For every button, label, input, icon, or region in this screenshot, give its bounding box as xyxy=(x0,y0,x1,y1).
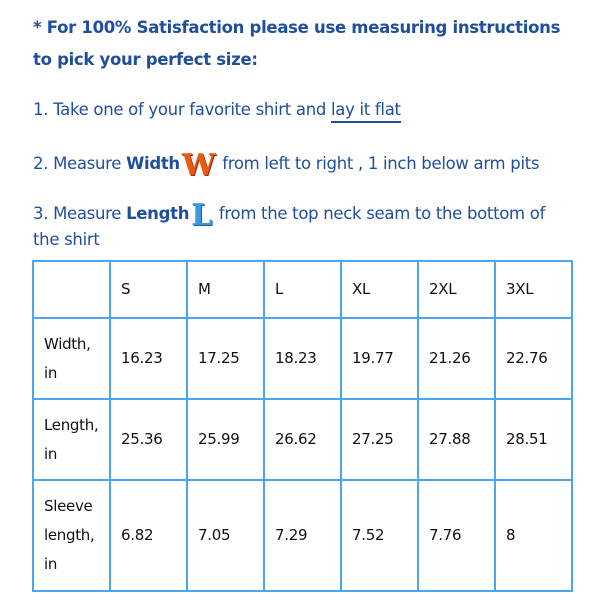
header-cell: XL xyxy=(340,260,419,319)
header-cell: 3XL xyxy=(494,260,573,319)
width-letter-icon: W xyxy=(181,148,216,183)
step-2-suffix: from left to right , 1 inch below arm pi… xyxy=(217,154,540,173)
label-line: Width, xyxy=(44,334,91,353)
table-cell: 27.88 xyxy=(417,398,496,481)
step-2-bold: Width xyxy=(126,154,180,173)
table-cell: 7.05 xyxy=(186,479,265,592)
table-cell: 16.23 xyxy=(109,317,188,400)
label-line: length, xyxy=(44,526,95,544)
header-cell: L xyxy=(263,260,342,319)
step-1-text: 1. Take one of your favorite shirt and xyxy=(33,100,331,119)
header-cell: S xyxy=(109,260,188,319)
table-cell: 18.23 xyxy=(263,317,342,400)
table-cell: 22.76 xyxy=(494,317,573,400)
step-3-prefix: 3. Measure xyxy=(33,204,127,223)
step-3-suffix: from the top neck seam to the bottom of xyxy=(213,204,546,223)
table-cell: 7.29 xyxy=(263,479,342,592)
length-letter-icon: L xyxy=(191,198,212,233)
label-line: in xyxy=(44,444,58,463)
label-line: in xyxy=(44,363,58,382)
label-line: Length, xyxy=(44,415,99,434)
intro-line-1: * For 100% Satisfaction please use measu… xyxy=(33,18,561,37)
header-cell xyxy=(32,260,111,319)
header-cell: M xyxy=(186,260,265,319)
row-label: Length, in xyxy=(32,398,111,481)
header-row: S M L XL 2XL 3XL xyxy=(32,260,573,319)
size-chart-table: S M L XL 2XL 3XL Width, in 16.23 17.25 18… xyxy=(32,260,573,592)
table-cell: 7.52 xyxy=(340,479,419,592)
header-cell: 2XL xyxy=(417,260,496,319)
intro-line-2: to pick your perfect size: xyxy=(33,50,258,69)
table-cell: 7.76 xyxy=(417,479,496,592)
row-label: Width, in xyxy=(32,317,111,400)
table-row: Length, in 25.36 25.99 26.62 27.25 27.88 … xyxy=(32,398,573,481)
table-cell: 21.26 xyxy=(417,317,496,400)
step-3: 3. Measure LengthL from the top neck sea… xyxy=(33,198,545,233)
table-row: Width, in 16.23 17.25 18.23 19.77 21.26 2… xyxy=(32,317,573,400)
table-cell: 19.77 xyxy=(340,317,419,400)
table-cell: 26.62 xyxy=(263,398,342,481)
row-label: Sleeve length, in xyxy=(32,479,111,592)
table-cell: 25.36 xyxy=(109,398,188,481)
table-cell: 27.25 xyxy=(340,398,419,481)
table-cell: 25.99 xyxy=(186,398,265,481)
table-cell: 8 xyxy=(494,479,573,592)
step-3-continuation: the shirt xyxy=(33,230,100,249)
step-1: 1. Take one of your favorite shirt and l… xyxy=(33,100,401,123)
table-cell: 6.82 xyxy=(109,479,188,592)
table-cell: 17.25 xyxy=(186,317,265,400)
step-2: 2. Measure WidthW from left to right , 1… xyxy=(33,148,540,183)
step-2-prefix: 2. Measure xyxy=(33,154,127,173)
table-row: Sleeve length, in 6.82 7.05 7.29 7.52 7.76… xyxy=(32,479,573,592)
label-line: in xyxy=(44,555,58,573)
lay-it-flat-link[interactable]: lay it flat xyxy=(331,100,401,123)
step-3-bold: Length xyxy=(126,204,190,223)
label-line: Sleeve xyxy=(44,497,93,515)
table-cell: 28.51 xyxy=(494,398,573,481)
